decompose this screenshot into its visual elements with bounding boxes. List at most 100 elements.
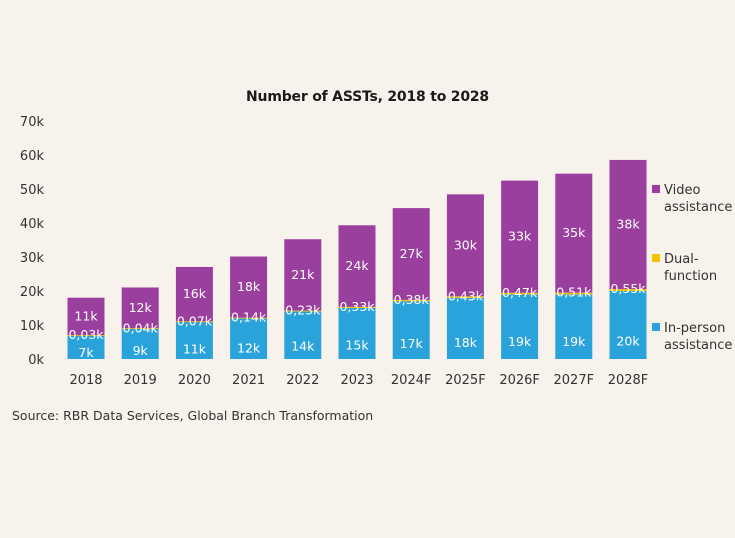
data-label-dual-function: 0,23k xyxy=(285,303,321,318)
bar-segment-dual-function xyxy=(338,306,376,308)
x-axis: 2018 2019 2020 2021 2022 2023 2024F 2025F 2026F 2… xyxy=(69,373,648,388)
bar-segment-in-person xyxy=(555,294,593,359)
bar-segment-video xyxy=(175,266,213,322)
bar-segment-video xyxy=(555,173,593,293)
bar-segment-in-person xyxy=(501,294,539,359)
data-label-dual-function: 0,43k xyxy=(448,288,484,303)
legend-swatch-in-person xyxy=(652,323,660,331)
x-tick-label: 2018 xyxy=(69,373,102,388)
bar-segment-video xyxy=(67,297,105,336)
data-label-video: 12k xyxy=(129,300,153,315)
x-tick-label: 2025F xyxy=(445,373,486,388)
x-tick-label: 2028F xyxy=(608,373,649,388)
bar-segment-dual-function xyxy=(501,292,539,295)
bar-segment-dual-function xyxy=(121,328,159,330)
chart-title: Number of ASSTs, 2018 to 2028 xyxy=(246,89,489,105)
data-label-dual-function: 0,14k xyxy=(231,310,267,325)
bar-segment-dual-function xyxy=(392,299,430,302)
data-label-video: 35k xyxy=(562,225,586,240)
data-label-dual-function: 0,55k xyxy=(610,281,646,296)
data-label-video: 11k xyxy=(74,308,98,323)
data-label-in-person: 19k xyxy=(562,334,586,349)
data-label-in-person: 15k xyxy=(345,338,369,353)
data-label-video: 16k xyxy=(183,286,207,301)
bar-segment-dual-function xyxy=(67,335,105,336)
data-label-in-person: 19k xyxy=(508,334,532,349)
data-label-in-person: 20k xyxy=(616,333,640,348)
bar-segment-dual-function xyxy=(284,310,322,312)
bar-segment-video xyxy=(609,159,647,290)
data-label-in-person: 12k xyxy=(237,340,261,355)
data-label-dual-function: 0,04k xyxy=(123,320,159,335)
bar-segment-in-person xyxy=(230,318,268,359)
bar-segment-in-person xyxy=(67,335,105,359)
legend-label-dual-function: Dual- xyxy=(664,252,699,267)
y-tick-label: 40k xyxy=(20,217,45,232)
y-tick-label: 0k xyxy=(28,353,44,368)
bar-labels: 7k 0,03k 11k 9k 0,04k 12k 11k 0,07k 16k 12k 0,14k 1… xyxy=(68,217,646,360)
bar-segment-video xyxy=(392,208,430,300)
bar-segment-dual-function xyxy=(175,321,213,323)
data-label-video: 30k xyxy=(454,237,478,252)
data-label-dual-function: 0,51k xyxy=(556,285,592,300)
data-label-video: 21k xyxy=(291,267,315,282)
bar-segment-in-person xyxy=(338,308,376,359)
x-tick-label: 2026F xyxy=(499,373,540,388)
data-label-in-person: 17k xyxy=(400,336,424,351)
data-label-in-person: 18k xyxy=(454,335,478,350)
legend-label-video: Video xyxy=(664,183,700,198)
bar-segment-video xyxy=(230,256,268,318)
x-tick-label: 2020 xyxy=(178,373,211,388)
data-label-dual-function: 0,03k xyxy=(68,327,104,342)
y-tick-label: 70k xyxy=(20,115,45,130)
data-label-video: 33k xyxy=(508,229,532,244)
y-tick-label: 10k xyxy=(20,319,45,334)
data-label-video: 18k xyxy=(237,279,261,294)
data-label-video: 38k xyxy=(616,217,640,232)
bar-segment-in-person xyxy=(175,321,213,359)
legend-label-dual-function: function xyxy=(664,269,717,284)
bar-segment-in-person xyxy=(446,297,484,359)
x-tick-label: 2023 xyxy=(340,373,373,388)
bar-segment-dual-function xyxy=(230,317,268,319)
data-label-dual-function: 0,38k xyxy=(394,292,430,307)
x-tick-label: 2022 xyxy=(286,373,319,388)
legend: Video assistance Dual-function In-person ass… xyxy=(652,183,732,353)
bar-segment-in-person xyxy=(284,311,322,359)
source-note: Source: RBR Data Services, Global Branch… xyxy=(12,408,374,423)
x-tick-label: 2024F xyxy=(391,373,432,388)
x-tick-label: 2021 xyxy=(232,373,265,388)
data-label-dual-function: 0,07k xyxy=(177,313,213,328)
data-label-dual-function: 0,47k xyxy=(502,285,538,300)
data-label-in-person: 7k xyxy=(78,345,94,360)
x-tick-label: 2019 xyxy=(124,373,157,388)
data-label-in-person: 14k xyxy=(291,339,315,354)
data-label-dual-function: 0,33k xyxy=(339,299,375,314)
y-axis: 0k 10k 20k 30k 40k 50k 60k 70k xyxy=(20,115,45,368)
y-tick-label: 50k xyxy=(20,183,45,198)
data-label-in-person: 9k xyxy=(133,343,149,358)
bar-segment-video xyxy=(284,239,322,311)
bar-segment-video xyxy=(501,180,539,293)
x-tick-label: 2027F xyxy=(554,373,595,388)
bar-segment-in-person xyxy=(609,291,647,359)
bar-segment-in-person xyxy=(121,328,159,359)
y-tick-label: 60k xyxy=(20,149,45,164)
legend-swatch-dual-function xyxy=(652,254,660,262)
legend-swatch-video xyxy=(652,185,660,193)
legend-label-in-person: In-person xyxy=(664,321,725,336)
bar-segment-dual-function xyxy=(555,292,593,295)
bar-segment-dual-function xyxy=(446,296,484,298)
data-label-video: 27k xyxy=(400,246,424,261)
bar-segment-in-person xyxy=(392,301,430,359)
data-label-in-person: 11k xyxy=(183,341,207,356)
bar-segment-video xyxy=(338,225,376,307)
bar-segment-video xyxy=(121,287,159,329)
bar-segment-video xyxy=(446,194,484,297)
data-label-video: 24k xyxy=(345,258,369,273)
legend-label-in-person: assistance xyxy=(664,338,732,353)
bars xyxy=(67,159,647,359)
bar-segment-dual-function xyxy=(609,289,647,291)
y-tick-label: 30k xyxy=(20,251,45,266)
